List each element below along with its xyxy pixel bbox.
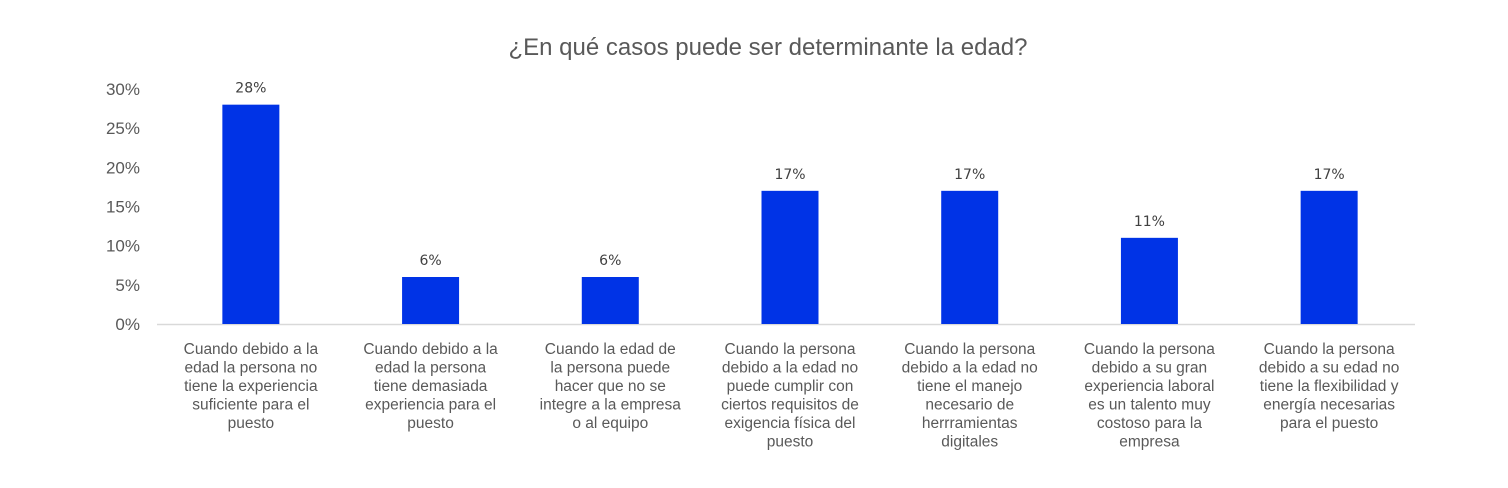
bar: [941, 190, 999, 324]
y-tick-label: 10%: [106, 237, 140, 256]
y-tick-label: 5%: [115, 276, 140, 295]
data-labels: 28% 6% 6% 17% 17% 11% 17%: [235, 81, 1344, 269]
y-tick-label: 0%: [115, 315, 140, 334]
y-tick-label: 25%: [106, 119, 140, 138]
x-tick-label: Cuando debido a la edad la persona tiene d…: [363, 341, 498, 432]
data-label: 6%: [599, 253, 621, 269]
y-tick-label: 20%: [106, 158, 140, 177]
y-axis: 0% 5% 10% 15% 20% 25% 30%: [106, 80, 140, 334]
x-tick-label: Cuando debido a la edad la persona no tien…: [184, 341, 319, 432]
y-tick-label: 15%: [106, 198, 140, 217]
data-label: 11%: [1134, 214, 1165, 230]
bar: [761, 190, 819, 324]
x-tick-label: Cuando la edad de la persona puede hacer q…: [540, 341, 682, 432]
bar: [222, 104, 280, 325]
data-label: 6%: [419, 253, 441, 269]
bar: [402, 277, 460, 324]
data-label: 17%: [954, 167, 985, 183]
bars: [222, 104, 1358, 325]
bar: [1120, 237, 1178, 324]
data-label: 17%: [774, 167, 805, 183]
bar: [1300, 190, 1358, 324]
data-label: 28%: [235, 81, 266, 97]
bar: [581, 277, 639, 324]
x-tick-label: Cuando la persona debido a su gran experie…: [1084, 341, 1215, 451]
y-tick-label: 30%: [106, 80, 140, 99]
x-tick-label: Cuando la persona debido a su edad no tien…: [1259, 341, 1399, 432]
x-tick-label: Cuando la persona debido a la edad no pued…: [721, 341, 859, 451]
x-axis-labels: Cuando debido a la edad la persona no tien…: [184, 341, 1400, 451]
x-tick-label: Cuando la persona debido a la edad no tien…: [902, 341, 1038, 451]
data-label: 17%: [1314, 167, 1345, 183]
chart-title: ¿En qué casos puede ser determinante la …: [508, 34, 1027, 61]
